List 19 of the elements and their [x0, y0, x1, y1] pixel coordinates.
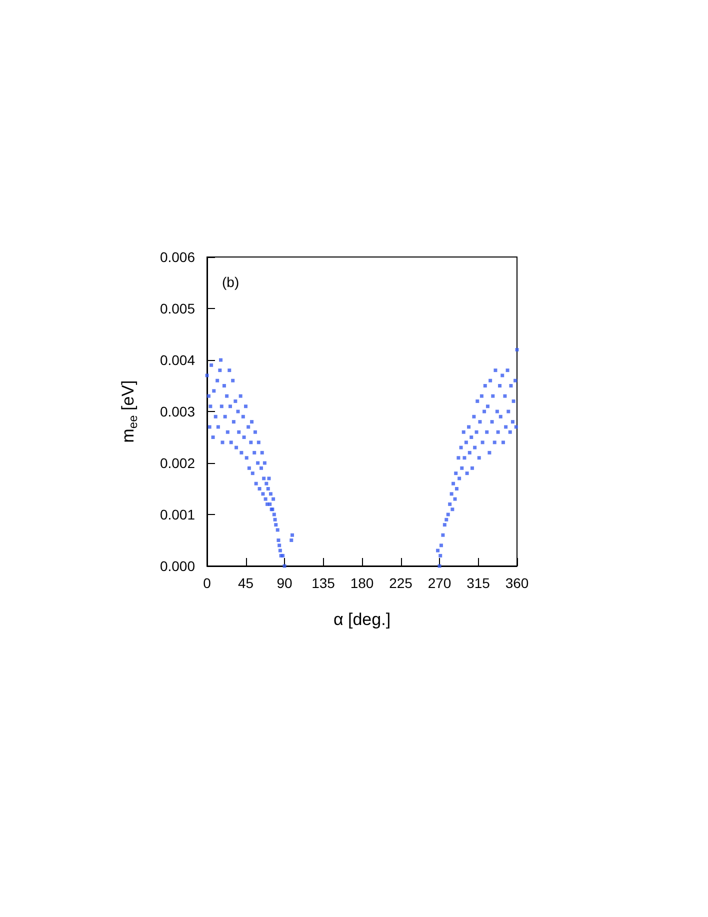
- x-tick-label: 315: [466, 575, 490, 591]
- x-tick-label: 135: [312, 575, 336, 591]
- x-tick-label: 360: [505, 575, 529, 591]
- annotation: (b): [222, 274, 240, 290]
- y-tick-label: 0.006: [160, 249, 196, 265]
- y-tick-label: 0.005: [160, 300, 196, 316]
- y-tick-label: 0.002: [160, 455, 196, 471]
- y-axis-title: mee [eV]: [118, 380, 140, 443]
- x-tick-label: 180: [350, 575, 374, 591]
- y-tick-label: 0.004: [160, 352, 196, 368]
- x-tick-label: 0: [203, 575, 212, 591]
- x-tick-label: 45: [238, 575, 254, 591]
- x-tick-label: 90: [276, 575, 292, 591]
- x-tick-label: 225: [389, 575, 413, 591]
- x-axis-title: α [deg.]: [333, 610, 391, 629]
- y-tick-label: 0.001: [160, 506, 196, 522]
- y-tick-label: 0.000: [160, 558, 196, 574]
- x-tick-label: 270: [428, 575, 452, 591]
- y-tick-label: 0.003: [160, 404, 196, 420]
